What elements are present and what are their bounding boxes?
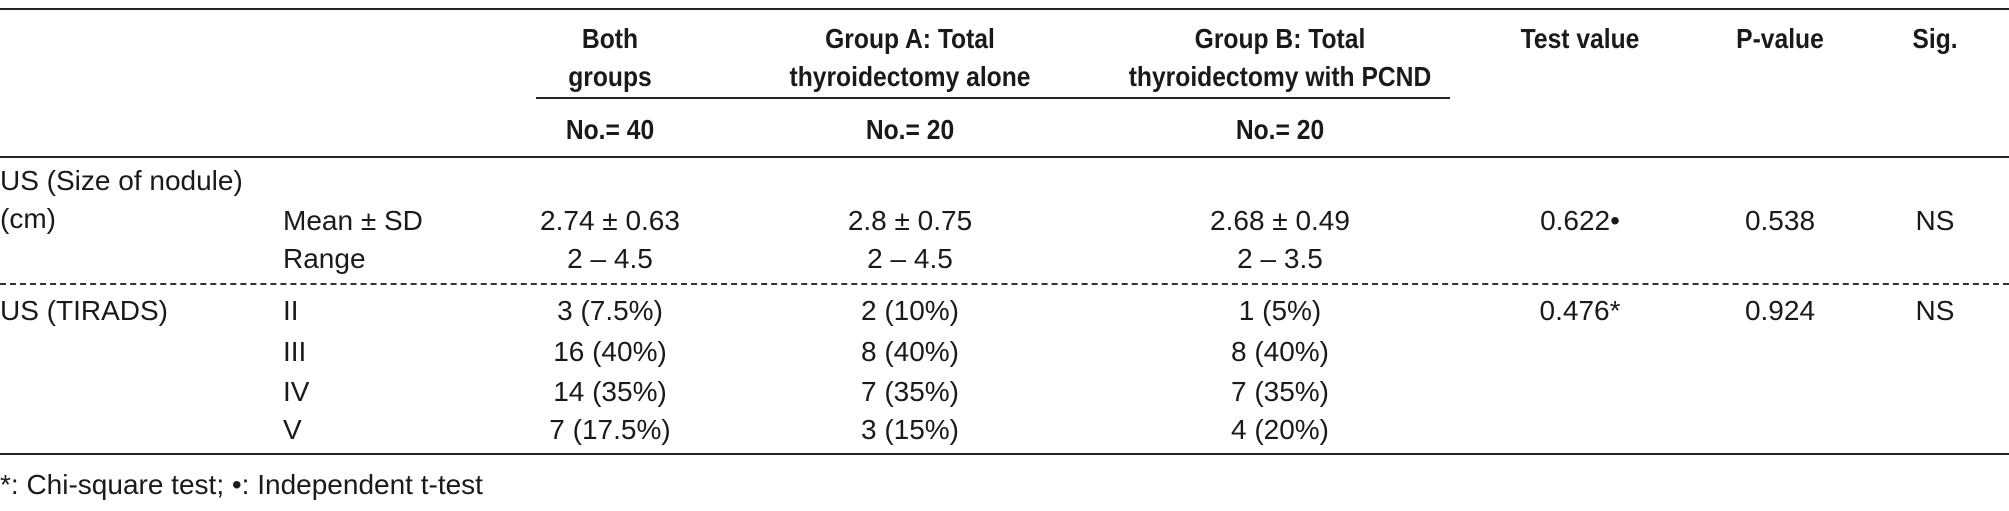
- n-both-groups: No.= 40: [565, 114, 655, 145]
- size-row-mean-b: 2.68 ± 0.49: [1210, 205, 1350, 236]
- tirads-p-value: 0.924: [1744, 295, 1816, 326]
- table-top-rule: [0, 8, 2009, 10]
- tirads-row-iv-a: 7 (35%): [860, 376, 960, 407]
- tirads-row-v-b: 4 (20%): [1230, 414, 1330, 445]
- section-size-label: US (Size of nodule) (cm): [0, 162, 243, 238]
- n-group-a: No.= 20: [865, 114, 955, 145]
- header-bottom-rule: [0, 156, 2009, 158]
- header-sub-rule: [536, 97, 1450, 99]
- header-group-b-line1: Group B: Total: [1194, 23, 1366, 54]
- size-row-mean-a: 2.8 ± 0.75: [847, 205, 973, 236]
- tirads-row-ii-both: 3 (7.5%): [557, 295, 663, 326]
- size-row-range-stat: Range: [283, 243, 366, 274]
- header-group-a: Group A: Total thyroidectomy alone: [760, 20, 1059, 96]
- header-both-groups: Both groups: [568, 23, 652, 92]
- header-group-b: Group B: Total thyroidectomy with PCND: [1117, 20, 1443, 96]
- header-group-a-line2: thyroidectomy alone: [789, 61, 1031, 92]
- tirads-row-iv-both: 14 (35%): [553, 376, 667, 407]
- tirads-row-iii-stat: III: [283, 336, 307, 367]
- tirads-test-value: 0.476*: [1539, 295, 1621, 326]
- header-test-value: Test value: [1520, 23, 1640, 54]
- size-sig: NS: [1915, 205, 1955, 236]
- size-row-range-both: 2 – 4.5: [567, 243, 653, 274]
- header-group-a-line1: Group A: Total: [825, 23, 995, 54]
- n-group-b: No.= 20: [1235, 114, 1325, 145]
- tirads-row-iv-stat: IV: [283, 376, 310, 407]
- section-size-label-line2: (cm): [0, 203, 56, 234]
- tirads-sig: NS: [1915, 295, 1955, 326]
- tirads-row-ii-stat: II: [283, 295, 299, 326]
- section-dashed-rule: [0, 283, 2009, 285]
- size-test-value: 0.622•: [1540, 205, 1620, 236]
- header-sig: Sig.: [1912, 23, 1958, 54]
- tirads-row-v-a: 3 (15%): [860, 414, 960, 445]
- tirads-row-ii-b: 1 (5%): [1238, 295, 1322, 326]
- tirads-row-iii-both: 16 (40%): [553, 336, 667, 367]
- tirads-row-ii-a: 2 (10%): [860, 295, 960, 326]
- size-row-range-b: 2 – 3.5: [1237, 243, 1323, 274]
- size-row-mean-both: 2.74 ± 0.63: [540, 205, 680, 236]
- tirads-row-iii-a: 8 (40%): [860, 336, 960, 367]
- section-size-label-line1: US (Size of nodule): [0, 165, 243, 196]
- table-footnote: *: Chi-square test; •: Independent t-tes…: [0, 469, 483, 500]
- size-row-range-a: 2 – 4.5: [867, 243, 953, 274]
- size-row-mean-stat: Mean ± SD: [283, 205, 423, 236]
- header-group-b-line2: thyroidectomy with PCND: [1128, 61, 1432, 92]
- size-p-value: 0.538: [1744, 205, 1816, 236]
- tirads-row-iv-b: 7 (35%): [1230, 376, 1330, 407]
- section-tirads-label: US (TIRADS): [0, 295, 168, 326]
- tirads-row-iii-b: 8 (40%): [1230, 336, 1330, 367]
- tirads-row-v-both: 7 (17.5%): [549, 414, 671, 445]
- tirads-row-v-stat: V: [283, 414, 302, 445]
- header-p-value: P-value: [1736, 23, 1824, 54]
- table-bottom-rule: [0, 453, 2009, 455]
